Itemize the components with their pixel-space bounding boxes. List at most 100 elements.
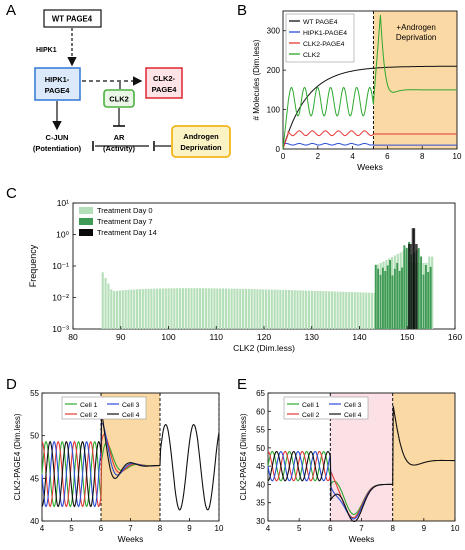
bar-day0 [231,289,233,329]
bar-day7 [427,272,429,329]
node-clk2-label: CLK2 [109,95,129,104]
bar-day0 [130,290,132,329]
legend-label: Treatment Day 0 [97,206,153,215]
bar-day0 [156,289,158,329]
bar-day0 [268,289,270,329]
bar-day0 [253,289,255,329]
node-hipk1-page4-l1: HIPK1- [45,75,70,84]
bar-day0 [179,288,181,329]
panel-label-c: C [6,185,17,202]
bar-day0 [371,293,373,329]
bar-day7 [389,260,391,329]
bar-day0 [259,289,261,329]
bar-day0 [182,288,184,329]
legend-label: Cell 2 [302,412,320,419]
bar-day7 [375,265,377,329]
y-tick-label: 40 [30,517,39,526]
bar-day0 [176,288,178,329]
bar-day0 [173,288,175,329]
bar-day0 [262,289,264,329]
x-tick-label: 4 [350,152,355,161]
bar-day0 [368,293,370,329]
bar-day0 [305,291,307,329]
bar-day0 [357,292,359,329]
bar-day0 [331,291,333,329]
bar-day0 [271,290,273,329]
legend-label: CLK2-PAGE4 [303,41,345,48]
bar-day7 [423,275,425,329]
bar-day0 [325,291,327,329]
node-androgen-deprivation [172,126,230,157]
x-tick-label: 160 [448,332,462,342]
panel-a-diagram: WT PAGE4 HIPK1 HIPK1- PAGE4 CLK2- PAGE4 … [33,10,230,157]
x-axis-label: Weeks [118,534,144,544]
chart-c: 80 90 100 110 120 130 140 150 160 10⁻³ 10⁻² 10⁻¹ 10⁰… [28,198,462,353]
bar-day0 [345,292,347,329]
y-tick-label: 10¹ [57,198,69,208]
node-clk2-page4-l1: CLK2- [153,74,176,83]
bar-day0 [116,291,118,329]
y-tick-label: 100 [267,106,281,115]
bar-day7 [394,269,396,329]
bar-day7 [377,269,379,329]
node-clk2-page4-l2: PAGE4 [152,85,178,94]
x-tick-label: 10 [451,524,460,533]
bar-day0 [208,288,210,329]
x-tick-label: 80 [68,332,78,342]
y-tick-label: 50 [30,432,39,441]
bar-day0 [291,290,293,329]
node-androgen-l2: Deprivation [180,143,222,152]
x-tick-label: 4 [266,524,271,533]
x-tick-label: 9 [422,524,427,533]
bar-day7 [382,268,384,329]
bar-day0 [285,290,287,329]
bar-day0 [319,291,321,329]
x-tick-label: 5 [69,524,74,533]
legend-swatch [79,218,93,225]
bar-day0 [251,289,253,329]
bar-day0 [337,292,339,329]
y-tick-label: 45 [30,474,39,483]
bar-day14 [408,244,409,329]
shaded-region-2 [393,393,455,521]
bar-day0 [133,289,135,329]
bar-day0 [225,288,227,329]
x-tick-label: 130 [305,332,319,342]
y-axis-label: Frequency [28,244,38,287]
x-axis-label: CLK2 (Dim.less) [233,343,295,353]
chart-d: 4 5 6 7 8 9 1040455055WeeksCLK2-PAGE4 (Dim.les… [13,389,224,544]
node-hipk1-page4-l2: PAGE4 [45,86,71,95]
bar-day0 [279,290,281,329]
bar-day7 [384,271,386,329]
x-tick-label: 6 [328,524,333,533]
chart-b: 0 2 4 6 8 100100200300Weeks# Molecules (Dim.l… [252,11,462,172]
x-tick-label: 0 [281,152,286,161]
legend-label: Treatment Day 14 [97,228,157,237]
y-axis-label: # Molecules (Dim.less) [252,39,261,120]
chart-e: 4 5 6 7 8 9 103035404550556065WeeksCLK2-PAGE4 … [239,389,460,544]
bar-day7 [403,245,405,329]
bar-day0 [147,289,149,329]
y-tick-label: 65 [256,389,265,398]
bar-day0 [354,292,356,329]
bar-day0 [150,289,152,329]
bar-day0 [193,288,195,329]
panel-label-e: E [237,376,247,393]
bar-day0 [213,288,215,329]
bar-day0 [274,290,276,329]
bar-day0 [110,289,112,329]
y-tick-label: 200 [267,66,281,75]
bar-day0 [127,290,129,329]
bar-day0 [360,292,362,329]
bar-day0 [239,289,241,329]
bar-day14 [409,244,410,329]
y-tick-label: 50 [256,444,265,453]
legend-label: Cell 3 [122,402,140,409]
x-tick-label: 110 [209,332,223,342]
bar-day0 [102,272,104,329]
bar-day0 [122,290,124,329]
x-tick-label: 10 [453,152,462,161]
legend-label: HIPK1-PAGE4 [303,30,347,37]
x-tick-label: 4 [40,524,45,533]
bar-day7 [391,275,393,329]
